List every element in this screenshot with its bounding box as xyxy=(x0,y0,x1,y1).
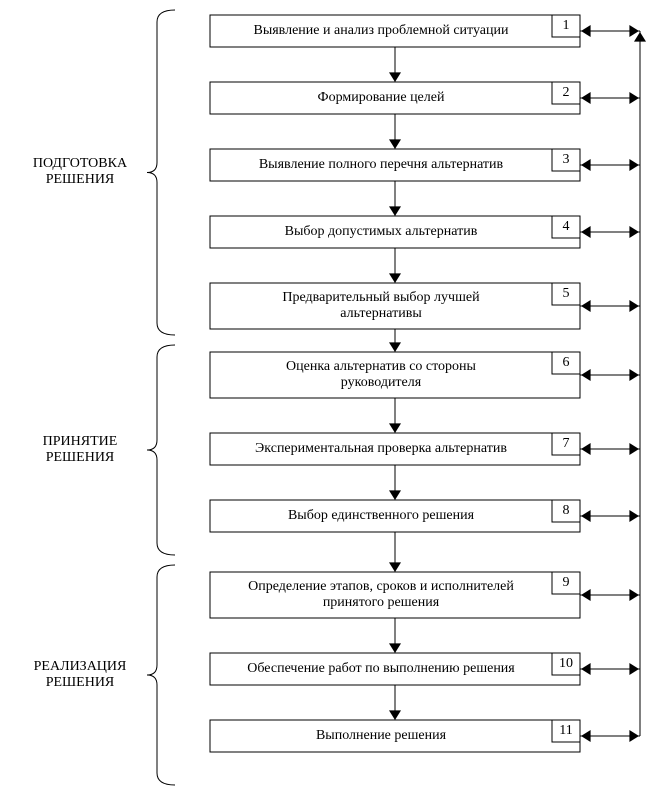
phase-label: ПОДГОТОВКА xyxy=(33,156,128,171)
step-label: принятого решения xyxy=(323,595,440,610)
step-label: Обеспечение работ по выполнению решения xyxy=(247,661,515,676)
step-1: 1 Выявление и анализ проблемной ситуации xyxy=(210,15,640,47)
step-number: 11 xyxy=(559,723,572,738)
step-number: 9 xyxy=(563,575,570,590)
step-11: 11 Выполнение решения xyxy=(210,720,640,752)
step-label: Выбор допустимых альтернатив xyxy=(285,224,478,239)
phase-take: ПРИНЯТИЕРЕШЕНИЯ xyxy=(43,345,175,555)
step-label: Оценка альтернатив со стороны xyxy=(286,359,477,374)
step-number: 3 xyxy=(563,152,570,167)
step-number: 4 xyxy=(563,219,570,234)
phase-prep: ПОДГОТОВКАРЕШЕНИЯ xyxy=(33,10,175,335)
phase-label: РЕАЛИЗАЦИЯ xyxy=(34,659,127,674)
step-label: Экспериментальная проверка альтернатив xyxy=(255,441,507,456)
step-number: 10 xyxy=(559,656,573,671)
step-label: альтернативы xyxy=(340,306,422,321)
step-label: Формирование целей xyxy=(318,90,445,105)
step-label: Предварительный выбор лучшей xyxy=(282,290,480,305)
step-10: 10 Обеспечение работ по выполнению решени… xyxy=(210,653,640,685)
step-6: 6 Оценка альтернатив со стороныруководите… xyxy=(210,352,640,398)
step-label: Определение этапов, сроков и исполнителе… xyxy=(248,579,514,594)
step-number: 5 xyxy=(563,286,570,301)
step-9: 9 Определение этапов, сроков и исполнител… xyxy=(210,572,640,618)
step-2: 2 Формирование целей xyxy=(210,82,640,114)
step-label: Выявление и анализ проблемной ситуации xyxy=(253,23,509,38)
phase-label: РЕШЕНИЯ xyxy=(46,675,115,690)
step-4: 4 Выбор допустимых альтернатив xyxy=(210,216,640,248)
step-label: Выбор единственного решения xyxy=(288,508,475,523)
phase-label: ПРИНЯТИЕ xyxy=(43,434,118,449)
step-number: 6 xyxy=(563,355,570,370)
step-number: 7 xyxy=(563,436,570,451)
step-number: 2 xyxy=(563,85,570,100)
step-label: Выявление полного перечня альтернатив xyxy=(259,157,504,172)
flowchart-canvas: ПОДГОТОВКАРЕШЕНИЯПРИНЯТИЕРЕШЕНИЯРЕАЛИЗАЦ… xyxy=(0,0,653,795)
step-number: 8 xyxy=(563,503,570,518)
phase-impl: РЕАЛИЗАЦИЯРЕШЕНИЯ xyxy=(34,565,175,785)
step-7: 7 Экспериментальная проверка альтернатив xyxy=(210,433,640,465)
phase-label: РЕШЕНИЯ xyxy=(46,172,115,187)
step-3: 3 Выявление полного перечня альтернатив xyxy=(210,149,640,181)
step-label: Выполнение решения xyxy=(316,728,447,743)
step-label: руководителя xyxy=(341,375,422,390)
step-8: 8 Выбор единственного решения xyxy=(210,500,640,532)
step-number: 1 xyxy=(563,18,570,33)
phase-label: РЕШЕНИЯ xyxy=(46,450,115,465)
step-5: 5 Предварительный выбор лучшейальтернатив… xyxy=(210,283,640,329)
